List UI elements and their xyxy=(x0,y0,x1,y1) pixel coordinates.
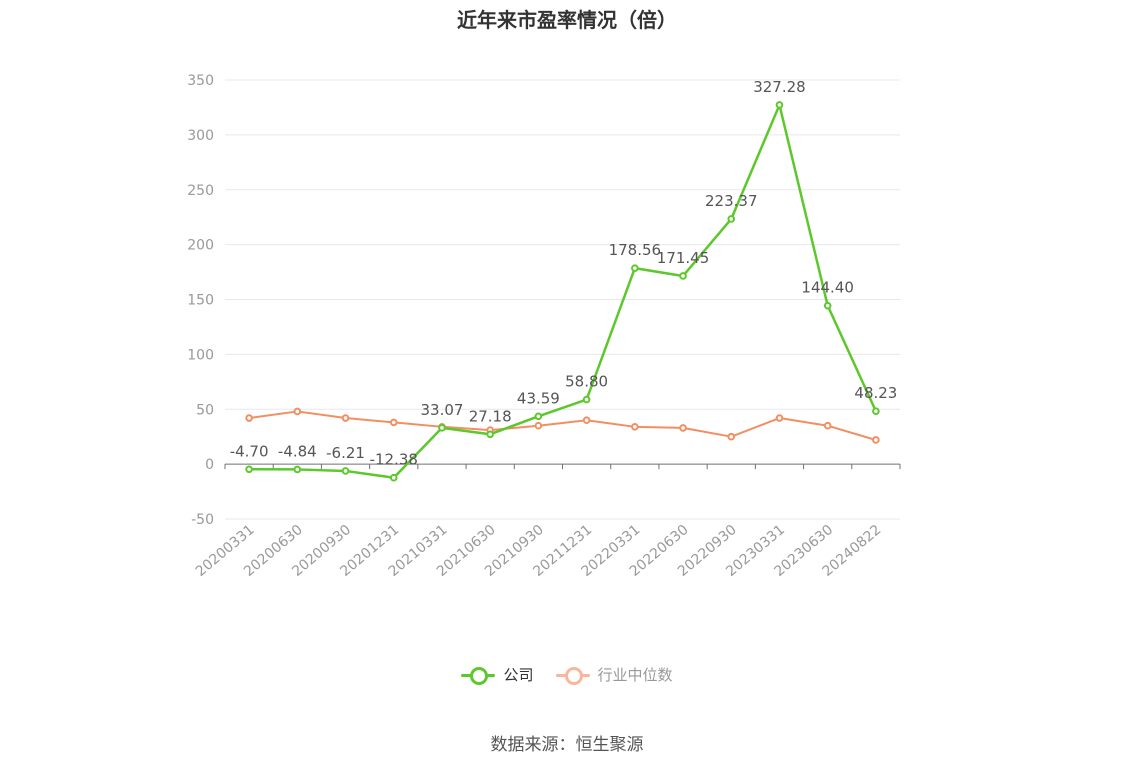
legend-item-industry[interactable]: 行业中位数 xyxy=(555,664,673,685)
series-company-point xyxy=(293,465,302,474)
data-label: 48.23 xyxy=(854,384,897,402)
y-tick-label: 150 xyxy=(187,293,214,309)
data-label: -12.38 xyxy=(370,451,418,469)
legend-company-label: 公司 xyxy=(503,666,534,684)
y-tick-label: 250 xyxy=(187,183,214,199)
series-industry-point xyxy=(293,407,302,416)
series-lines xyxy=(245,101,880,482)
data-label: 178.56 xyxy=(609,241,662,259)
data-label: -4.84 xyxy=(278,442,317,460)
source-note: 数据来源：恒生聚源 xyxy=(490,735,644,755)
series-industry-point xyxy=(775,414,784,422)
legend-industry-label: 行业中位数 xyxy=(597,666,673,684)
legend-industry-swatch-icon xyxy=(555,665,590,685)
series-company-point xyxy=(727,215,736,223)
series-company-point xyxy=(389,473,398,482)
series-industry-point xyxy=(389,418,398,427)
y-tick-label: 350 xyxy=(187,73,214,89)
series-industry-point xyxy=(534,421,543,430)
series-company-point xyxy=(438,424,446,432)
data-label: 58.80 xyxy=(565,373,608,391)
series-company-point xyxy=(823,301,832,310)
y-tick-label: 0 xyxy=(205,457,214,473)
y-tick-label: 100 xyxy=(187,347,214,363)
series-company-point xyxy=(341,467,350,475)
series-company-point xyxy=(631,264,639,272)
data-label: 43.59 xyxy=(517,389,560,407)
series-company-point xyxy=(245,465,253,474)
data-label: 171.45 xyxy=(657,249,710,267)
series-company-point xyxy=(486,430,494,439)
series-industry-point xyxy=(245,414,253,422)
chart-title: 近年来市盈率情况（倍） xyxy=(457,8,677,32)
data-label: 327.28 xyxy=(753,78,806,96)
y-tick-label: 200 xyxy=(187,238,214,254)
data-label: 223.37 xyxy=(705,192,758,210)
data-label: 33.07 xyxy=(420,401,463,419)
series-company-point xyxy=(582,395,591,404)
data-label: 144.40 xyxy=(801,279,854,297)
series-company-point xyxy=(679,272,687,280)
data-label: 27.18 xyxy=(469,407,512,425)
axes: -500501001502002503003502020033120200630… xyxy=(187,73,901,580)
y-tick-label: -50 xyxy=(191,512,214,528)
series-company-line xyxy=(249,103,878,479)
y-tick-label: 50 xyxy=(196,402,214,418)
series-industry-point xyxy=(872,436,880,444)
series-industry-point xyxy=(679,424,687,432)
series-company-point xyxy=(872,407,880,415)
series-industry-point xyxy=(341,414,350,422)
data-labels: -4.70 -4.84 -6.21 -12.38 33.07 27.18 43.59 58.8… xyxy=(230,78,898,469)
series-industry-point xyxy=(823,421,832,430)
series-industry-point xyxy=(631,423,639,431)
data-label: -6.21 xyxy=(326,444,365,462)
series-industry-line xyxy=(248,410,877,441)
legend: 公司 行业中位数 xyxy=(0,664,1134,685)
series-industry-point xyxy=(582,416,591,425)
y-tick-label: 300 xyxy=(187,128,214,144)
series-industry-point xyxy=(727,432,736,441)
series-company-point xyxy=(775,101,784,109)
legend-company-swatch-icon xyxy=(461,665,496,685)
series-company-point xyxy=(534,412,543,421)
legend-item-company[interactable]: 公司 xyxy=(461,664,534,685)
data-label: -4.70 xyxy=(230,442,269,460)
